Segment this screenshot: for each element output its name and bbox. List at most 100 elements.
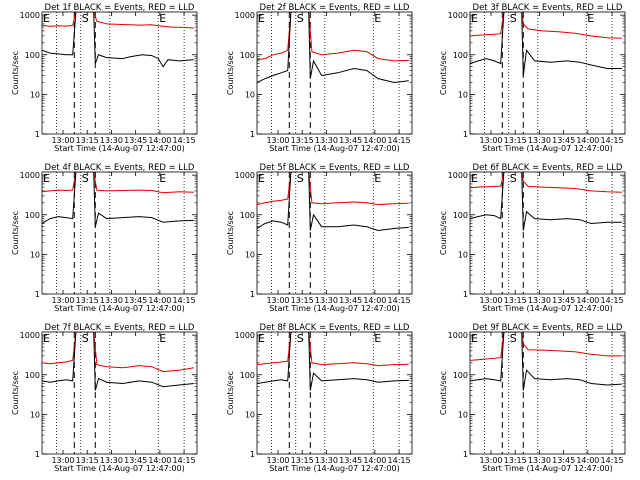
- x-tick-label: 13:15: [291, 136, 314, 145]
- y-tick-label: 100: [453, 51, 468, 60]
- y-tick-label: 1000: [448, 11, 468, 20]
- marker-E: E: [587, 332, 594, 345]
- y-tick-label: 10: [30, 90, 40, 99]
- x-tick-label: 14:00: [576, 456, 599, 465]
- x-tick-label: 13:45: [124, 456, 147, 465]
- x-tick-label: 13:15: [291, 456, 314, 465]
- x-tick-label: 13:45: [552, 296, 575, 305]
- plot-frame: [256, 171, 413, 295]
- x-tick-label: 14:15: [173, 136, 196, 145]
- plot-frame: [469, 331, 626, 455]
- y-axis-label: Counts/sec: [439, 51, 448, 95]
- plot-frame: [41, 331, 198, 455]
- y-tick-label: 1: [35, 290, 40, 299]
- plot-frame: [41, 11, 198, 135]
- x-tick-label: 14:00: [148, 136, 171, 145]
- marker-E: E: [587, 172, 594, 185]
- series-lld-line: [42, 332, 194, 373]
- x-tick-label: 14:15: [601, 296, 624, 305]
- y-tick-label: 1: [35, 450, 40, 459]
- x-tick-label: 13:30: [315, 136, 338, 145]
- plot-frame: [41, 171, 198, 295]
- y-axis-label: Counts/sec: [439, 211, 448, 255]
- x-tick-label: 13:00: [479, 136, 502, 145]
- marker-S: S: [82, 172, 89, 185]
- x-tick-label: 14:15: [388, 136, 411, 145]
- x-tick-label: 14:00: [363, 296, 386, 305]
- panel-title: Det 2f BLACK = Events, RED = LLD: [260, 3, 410, 13]
- series-events-line: [257, 332, 409, 391]
- y-tick-label: 100: [453, 211, 468, 220]
- x-tick-label: 13:00: [51, 136, 74, 145]
- x-tick-label: 14:15: [601, 136, 624, 145]
- y-tick-label: 1000: [20, 331, 40, 340]
- marker-E: E: [258, 332, 265, 345]
- y-tick-label: 10: [458, 90, 468, 99]
- marker-E: E: [43, 172, 50, 185]
- y-tick-label: 10: [458, 410, 468, 419]
- panel-title: Det 1f BLACK = Events, RED = LLD: [45, 3, 195, 13]
- series-lld-line: [257, 172, 409, 206]
- x-tick-label: 13:45: [339, 296, 362, 305]
- series-events-line: [470, 332, 622, 391]
- x-tick-label: 13:15: [76, 456, 99, 465]
- marker-E: E: [587, 12, 594, 25]
- marker-E: E: [159, 332, 166, 345]
- series-lld-line: [470, 172, 622, 193]
- x-tick-label: 13:45: [339, 136, 362, 145]
- x-tick-label: 13:15: [76, 296, 99, 305]
- x-tick-label: 14:00: [148, 296, 171, 305]
- x-tick-label: 14:15: [388, 456, 411, 465]
- x-tick-label: 13:30: [528, 296, 551, 305]
- y-tick-label: 1: [35, 130, 40, 139]
- marker-E: E: [374, 12, 381, 25]
- y-tick-label: 1: [463, 290, 468, 299]
- series-events-line: [470, 12, 622, 76]
- y-tick-label: 1: [250, 290, 255, 299]
- marker-E: E: [43, 12, 50, 25]
- plot-frame: [469, 171, 626, 295]
- y-tick-label: 1: [250, 450, 255, 459]
- x-tick-label: 13:30: [315, 456, 338, 465]
- marker-S: S: [82, 332, 89, 345]
- marker-E: E: [374, 172, 381, 185]
- y-tick-label: 100: [453, 371, 468, 380]
- marker-S: S: [82, 12, 89, 25]
- y-tick-label: 10: [245, 250, 255, 259]
- marker-E: E: [471, 332, 478, 345]
- marker-S: S: [297, 332, 304, 345]
- x-tick-label: 13:45: [552, 136, 575, 145]
- panel-title: Det 8f BLACK = Events, RED = LLD: [260, 323, 410, 333]
- marker-E: E: [471, 172, 478, 185]
- marker-E: E: [258, 12, 265, 25]
- panel-title: Det 4f BLACK = Events, RED = LLD: [45, 163, 195, 173]
- marker-S: S: [510, 12, 517, 25]
- y-tick-label: 1: [463, 450, 468, 459]
- x-tick-label: 13:30: [100, 296, 123, 305]
- panel-9: Det 9f BLACK = Events, RED = LLD 13:00 13:…: [439, 323, 626, 473]
- y-tick-label: 100: [240, 371, 255, 380]
- marker-E: E: [258, 172, 265, 185]
- marker-S: S: [510, 332, 517, 345]
- x-axis-label: Start Time (14-Aug-07 12:47:00): [482, 144, 613, 153]
- x-tick-label: 14:15: [388, 296, 411, 305]
- x-tick-label: 14:15: [601, 456, 624, 465]
- y-axis-label: Counts/sec: [11, 51, 20, 95]
- x-tick-label: 13:15: [291, 296, 314, 305]
- x-tick-label: 13:30: [100, 456, 123, 465]
- series-lld-line: [42, 12, 194, 29]
- y-tick-label: 1000: [235, 11, 255, 20]
- marker-S: S: [297, 12, 304, 25]
- x-tick-label: 14:00: [576, 136, 599, 145]
- x-tick-label: 14:15: [173, 296, 196, 305]
- y-axis-label: Counts/sec: [226, 51, 235, 95]
- panel-title: Det 9f BLACK = Events, RED = LLD: [473, 323, 623, 333]
- x-tick-label: 13:30: [528, 456, 551, 465]
- x-tick-label: 13:45: [339, 456, 362, 465]
- x-tick-label: 13:15: [504, 136, 527, 145]
- x-tick-label: 13:00: [479, 456, 502, 465]
- y-tick-label: 1: [250, 130, 255, 139]
